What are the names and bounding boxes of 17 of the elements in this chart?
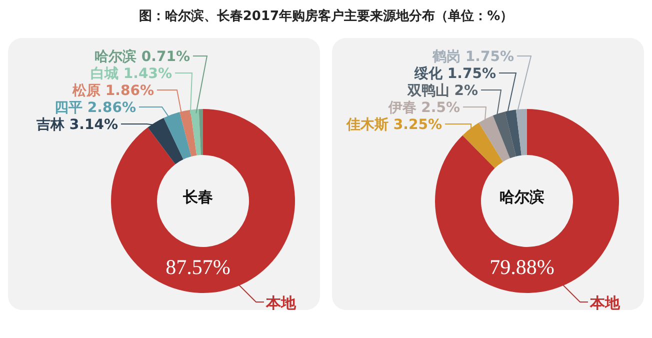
data-label: 79.88% <box>490 255 554 279</box>
slice-label: 双鸭山 2% <box>406 83 478 99</box>
slice-label: 白城 1.43% <box>90 66 172 82</box>
slice-label: 四平 2.86% <box>54 100 136 116</box>
data-label: 87.57% <box>166 255 230 279</box>
slice-label: 绥化 1.75% <box>414 65 496 82</box>
slice-label: 哈尔滨 0.71% <box>94 48 190 65</box>
slice-label: 松原 1.86% <box>72 83 154 99</box>
slice-label: 本地 <box>589 294 621 312</box>
text: 图：哈尔滨、长春2017年购房客户主要来源地分布（单位：%） <box>138 8 514 26</box>
text: 哈尔滨 <box>500 188 544 206</box>
text: 长春 <box>182 188 213 206</box>
slice-label: 鹤岗 1.75% <box>432 49 514 65</box>
slice-label: 伊春 2.5% <box>387 100 460 116</box>
slice-label: 本地 <box>265 294 297 312</box>
slice-label: 佳木斯 3.25% <box>346 117 442 133</box>
slice-label: 吉林 3.14% <box>36 117 118 133</box>
